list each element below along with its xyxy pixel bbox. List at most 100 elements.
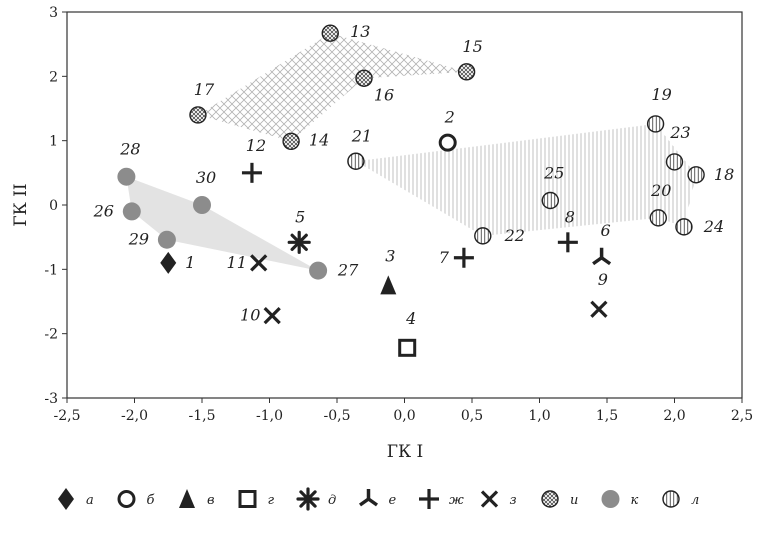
point-20: [649, 209, 667, 227]
legend-label-ж: ж: [449, 493, 464, 508]
x-tick-label: 1,0: [528, 408, 550, 424]
point-label-25: 25: [543, 163, 564, 182]
legend-marker-а: [58, 488, 74, 510]
point-label-30: 30: [196, 168, 216, 187]
point-30: [193, 196, 211, 214]
point-label-14: 14: [309, 130, 329, 149]
legend-marker-е: [358, 489, 379, 507]
y-tick-label: 1: [49, 134, 58, 150]
legend-marker-и: [541, 490, 559, 508]
point-1: [160, 251, 177, 274]
x-axis-label: ГК I: [387, 442, 424, 462]
x-tick-label: 0,0: [393, 408, 415, 424]
point-label-9: 9: [598, 270, 608, 289]
point-label-1: 1: [185, 253, 195, 272]
point-27: [309, 261, 328, 280]
legend-label-к: к: [631, 493, 639, 508]
legend-marker-ж: [419, 489, 439, 509]
legend-label-г: г: [268, 493, 275, 508]
point-label-23: 23: [669, 123, 690, 142]
point-28: [117, 167, 136, 186]
axis-ticks: -2,5 -2,0 -1,5 -1,0 -0,5 0,0 0,5 1,0 1,5 2,0 2,5 -3…: [44, 5, 753, 424]
x-tick-label: -1,0: [256, 408, 283, 424]
point-25: [541, 191, 559, 210]
point-label-24: 24: [703, 217, 724, 236]
point-29: [157, 230, 176, 249]
point-label-10: 10: [240, 306, 260, 325]
point-label-17: 17: [194, 80, 215, 99]
point-label-3: 3: [385, 246, 395, 265]
legend-marker-к: [601, 490, 620, 508]
point-label-22: 22: [504, 226, 525, 245]
point-7: [453, 247, 474, 268]
point-21: [347, 152, 365, 170]
legend-label-з: з: [510, 493, 517, 508]
y-tick-label: -2: [44, 327, 58, 343]
point-13: [321, 24, 339, 42]
point-8: [557, 232, 578, 253]
x-tick-label: -1,5: [189, 408, 216, 424]
point-label-5: 5: [295, 207, 305, 226]
point-label-16: 16: [374, 85, 394, 104]
point-label-21: 21: [351, 126, 372, 145]
legend-label-е: е: [389, 493, 397, 508]
legend-marker-л: [662, 490, 680, 508]
legend-label-и: и: [570, 493, 578, 508]
point-label-4: 4: [405, 309, 416, 328]
legend-marker-г: [238, 490, 257, 508]
point-12: [241, 162, 262, 183]
y-tick-label: 2: [49, 69, 58, 85]
point-label-12: 12: [246, 136, 266, 155]
legend-label-л: л: [691, 493, 699, 508]
point-label-11: 11: [227, 253, 247, 272]
data-points: [117, 24, 705, 357]
x-tick-label: 1,5: [596, 408, 618, 424]
group-regions: [126, 33, 697, 271]
point-label-18: 18: [714, 165, 734, 184]
point-label-20: 20: [650, 181, 671, 200]
point-24: [675, 218, 693, 236]
point-label-2: 2: [444, 108, 455, 127]
point-22: [474, 227, 492, 245]
point-label-29: 29: [128, 230, 149, 249]
region-и: [198, 33, 467, 142]
point-label-13: 13: [350, 22, 370, 41]
legend-label-б: б: [147, 493, 155, 508]
point-label-27: 27: [337, 261, 359, 280]
region-к: [126, 176, 319, 271]
point-label-15: 15: [462, 37, 482, 56]
point-4: [398, 338, 417, 357]
legend-marker-д: [296, 487, 320, 511]
point-5: [287, 230, 311, 254]
x-tick-label: -2,5: [54, 408, 81, 424]
legend-label-а: а: [86, 493, 94, 508]
point-16: [355, 69, 373, 87]
y-tick-label: 0: [49, 198, 58, 214]
x-tick-label: 2,5: [731, 408, 753, 424]
point-15: [457, 63, 476, 81]
point-label-19: 19: [651, 85, 671, 104]
legend-marker-з: [480, 490, 499, 508]
point-26: [122, 202, 141, 221]
point-23: [665, 153, 684, 171]
point-3: [380, 275, 397, 295]
point-2: [438, 133, 457, 152]
point-label-6: 6: [601, 221, 611, 240]
point-9: [590, 300, 608, 318]
region-л: [355, 123, 697, 236]
x-tick-label: 2,0: [663, 408, 685, 424]
y-tick-label: -1: [44, 262, 58, 278]
y-tick-label: -3: [44, 391, 58, 407]
x-tick-label: -0,5: [324, 408, 351, 424]
point-label-26: 26: [93, 201, 114, 220]
y-tick-label: 3: [49, 5, 58, 21]
y-axis-label: ГК II: [11, 183, 31, 226]
x-tick-label: 0,5: [461, 408, 483, 424]
point-6: [592, 247, 612, 266]
point-label-7: 7: [439, 248, 450, 267]
legend-label-д: д: [328, 493, 336, 508]
point-label-8: 8: [565, 207, 575, 226]
